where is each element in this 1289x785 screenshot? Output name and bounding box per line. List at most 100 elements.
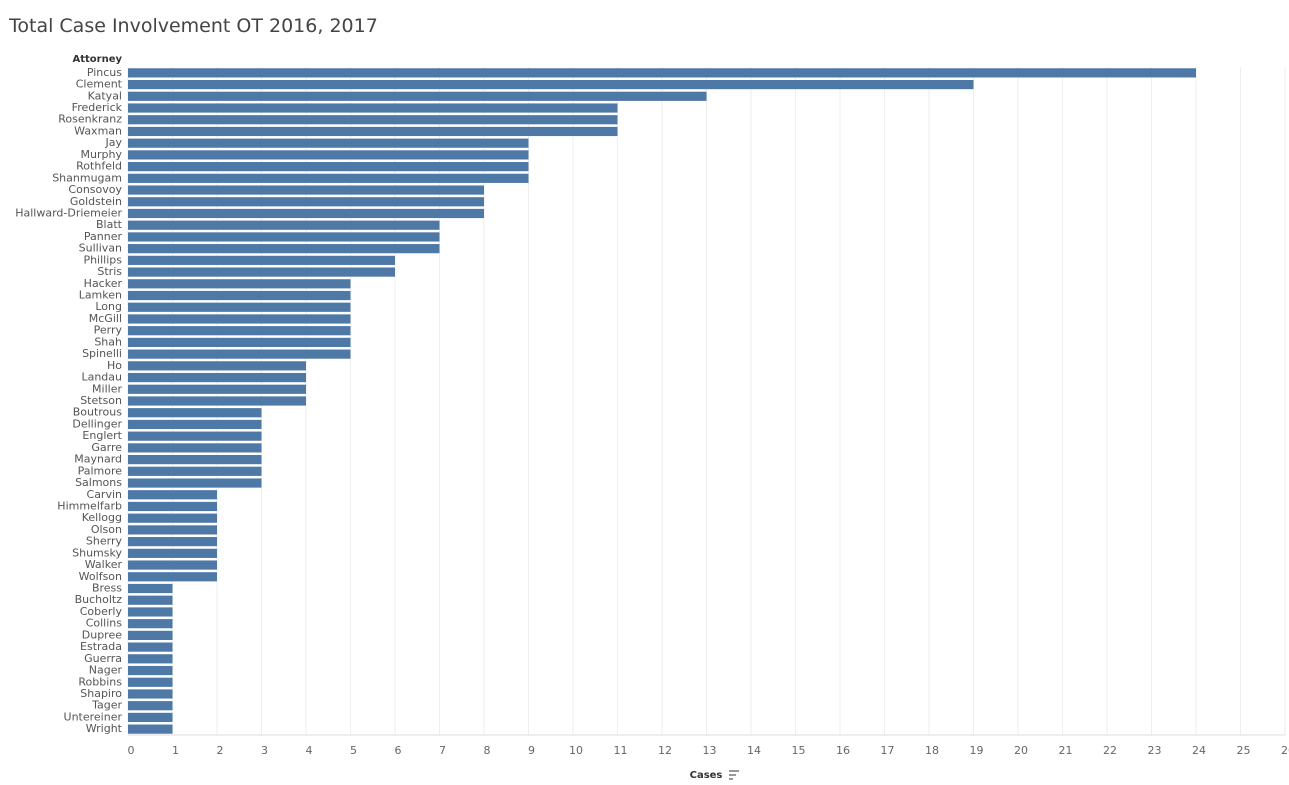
x-tick-label: 15 bbox=[792, 744, 806, 757]
bar bbox=[128, 372, 306, 383]
bar bbox=[128, 79, 974, 90]
x-tick-label: 23 bbox=[1148, 744, 1162, 757]
y-tick-label: Wolfson bbox=[79, 570, 122, 583]
x-axis-title: Cases bbox=[690, 770, 723, 781]
y-tick-label: Sullivan bbox=[79, 242, 122, 255]
y-tick-label: Spinelli bbox=[82, 347, 122, 360]
y-tick-label: Hallward-Driemeier bbox=[15, 206, 122, 219]
chart-title: Total Case Involvement OT 2016, 2017 bbox=[8, 15, 378, 37]
bar bbox=[128, 349, 351, 359]
bar bbox=[128, 537, 217, 547]
bar bbox=[128, 267, 395, 277]
bar bbox=[128, 302, 351, 312]
y-tick-label: Nager bbox=[89, 664, 123, 677]
x-tick-label: 24 bbox=[1192, 744, 1206, 757]
x-tick-label: 8 bbox=[484, 744, 491, 757]
x-tick-label: 7 bbox=[439, 744, 446, 757]
bar bbox=[128, 478, 262, 488]
bar bbox=[128, 384, 306, 394]
bar bbox=[128, 150, 529, 160]
bar bbox=[128, 654, 173, 664]
bar bbox=[128, 361, 306, 371]
y-tick-label: Shanmugam bbox=[52, 171, 122, 184]
y-tick-label: Clement bbox=[76, 78, 123, 91]
y-tick-label: Murphy bbox=[81, 148, 123, 161]
bar bbox=[128, 197, 484, 207]
x-tick-label: 21 bbox=[1059, 744, 1073, 757]
bar bbox=[128, 431, 262, 441]
bar bbox=[128, 630, 173, 640]
bar bbox=[128, 396, 306, 406]
bar bbox=[128, 208, 484, 219]
x-tick-label: 14 bbox=[747, 744, 761, 757]
bar bbox=[128, 68, 1196, 78]
y-tick-label: Dupree bbox=[82, 628, 122, 641]
bar bbox=[128, 583, 173, 594]
x-tick-label: 17 bbox=[881, 744, 895, 757]
y-tick-label: Maynard bbox=[74, 453, 122, 466]
x-tick-label: 5 bbox=[350, 744, 357, 757]
x-tick-label: 4 bbox=[306, 744, 313, 757]
bar bbox=[128, 595, 173, 605]
y-tick-label: Shumsky bbox=[72, 546, 122, 559]
bar bbox=[128, 162, 529, 172]
bar bbox=[128, 115, 618, 125]
x-tick-label: 6 bbox=[395, 744, 402, 757]
y-tick-label: Bucholtz bbox=[75, 593, 123, 606]
y-tick-label: Blatt bbox=[96, 218, 123, 231]
x-tick-label: 9 bbox=[528, 744, 535, 757]
y-tick-label: Garre bbox=[91, 441, 122, 454]
bar bbox=[128, 126, 618, 137]
x-tick-label: 3 bbox=[261, 744, 268, 757]
bar bbox=[128, 619, 173, 629]
bar bbox=[128, 443, 262, 453]
y-tick-label: Jay bbox=[105, 136, 123, 149]
x-tick-label: 16 bbox=[836, 744, 850, 757]
y-tick-label: Estrada bbox=[80, 640, 122, 653]
x-tick-label: 1 bbox=[172, 744, 179, 757]
x-tick-label: 26 bbox=[1281, 744, 1289, 757]
y-tick-label: Palmore bbox=[78, 464, 123, 477]
sort-icon[interactable] bbox=[729, 770, 739, 780]
y-tick-label: Rosenkranz bbox=[58, 113, 122, 126]
x-tick-label: 18 bbox=[925, 744, 939, 757]
bar bbox=[128, 255, 395, 265]
y-tick-label: Collins bbox=[86, 617, 123, 630]
y-tick-label: Sherry bbox=[86, 535, 123, 548]
y-tick-label: Guerra bbox=[84, 652, 122, 665]
x-tick-label: 19 bbox=[970, 744, 984, 757]
y-tick-label: Coberly bbox=[80, 605, 123, 618]
category-header: Attorney bbox=[72, 54, 122, 65]
bar bbox=[128, 642, 173, 652]
y-tick-label: McGill bbox=[89, 312, 122, 325]
bar bbox=[128, 525, 217, 535]
x-tick-label: 0 bbox=[128, 744, 135, 757]
y-tick-label: Ho bbox=[107, 359, 122, 372]
y-tick-label: Landau bbox=[81, 371, 122, 384]
x-tick-label: 12 bbox=[658, 744, 672, 757]
y-tick-label: Goldstein bbox=[70, 195, 122, 208]
y-tick-label: Frederick bbox=[72, 101, 123, 114]
bar bbox=[128, 712, 173, 723]
y-tick-label: Walker bbox=[85, 558, 123, 571]
y-tick-label: Olson bbox=[91, 523, 122, 536]
y-tick-label: Panner bbox=[84, 230, 123, 243]
y-tick-label: Rothfeld bbox=[76, 160, 122, 173]
y-tick-label: Shapiro bbox=[80, 687, 122, 700]
bar bbox=[128, 173, 529, 183]
x-tick-label: 11 bbox=[614, 744, 628, 757]
y-tick-label: Bress bbox=[92, 582, 122, 595]
bar bbox=[128, 138, 529, 148]
y-tick-label: Long bbox=[95, 300, 122, 313]
x-tick-label: 10 bbox=[569, 744, 583, 757]
bar bbox=[128, 677, 173, 687]
bar bbox=[128, 232, 440, 242]
y-tick-label: Shah bbox=[94, 335, 122, 348]
y-tick-label: Tager bbox=[91, 699, 122, 712]
y-tick-label: Boutrous bbox=[73, 406, 123, 419]
y-tick-label: Perry bbox=[94, 324, 123, 337]
x-tick-label: 2 bbox=[217, 744, 224, 757]
y-tick-label: Carvin bbox=[87, 488, 123, 501]
x-tick-label: 22 bbox=[1103, 744, 1117, 757]
y-tick-label: Salmons bbox=[75, 476, 122, 489]
